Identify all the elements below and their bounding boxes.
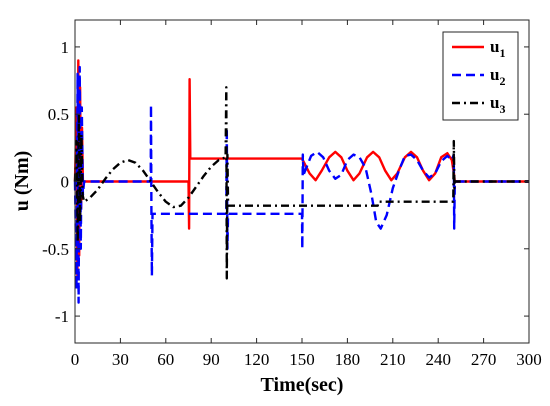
x-tick-label: 300	[516, 350, 542, 369]
x-axis-label: Time(sec)	[261, 374, 344, 396]
legend-label-u2: u2	[490, 65, 505, 88]
x-tick-label: 240	[425, 350, 451, 369]
x-tick-label: 0	[71, 350, 80, 369]
x-tick-label: 60	[157, 350, 174, 369]
x-tick-label: 30	[112, 350, 129, 369]
y-tick-label: 1	[61, 38, 70, 57]
x-tick-label: 150	[289, 350, 315, 369]
tick-layer: 0 30 60 90 120 150 180 210 240 270 300 -1 -0.5 0 0.5 1	[42, 20, 542, 369]
legend-label-subscript: 1	[499, 46, 505, 60]
legend-label-base: u	[490, 37, 499, 56]
x-tick-label: 120	[244, 350, 270, 369]
legend-label-u1: u1	[490, 37, 505, 60]
legend-label-subscript: 2	[499, 74, 505, 88]
legend-label-subscript: 3	[499, 102, 505, 116]
y-tick-label: 0	[61, 173, 70, 192]
legend-label-u3: u3	[490, 93, 505, 116]
series-layer	[73, 59, 529, 304]
x-tick-label: 180	[335, 350, 361, 369]
series-line-u2	[73, 65, 529, 304]
y-axis-label: u (Nm)	[11, 151, 33, 212]
x-tick-label: 210	[380, 350, 406, 369]
x-tick-label: 90	[203, 350, 220, 369]
legend-label-base: u	[490, 65, 499, 84]
y-tick-label: -0.5	[42, 240, 69, 259]
legend-label-base: u	[490, 93, 499, 112]
y-tick-label: -1	[55, 307, 69, 326]
series-line-u3	[73, 86, 529, 280]
y-tick-label: 0.5	[48, 105, 69, 124]
x-tick-label: 270	[471, 350, 497, 369]
